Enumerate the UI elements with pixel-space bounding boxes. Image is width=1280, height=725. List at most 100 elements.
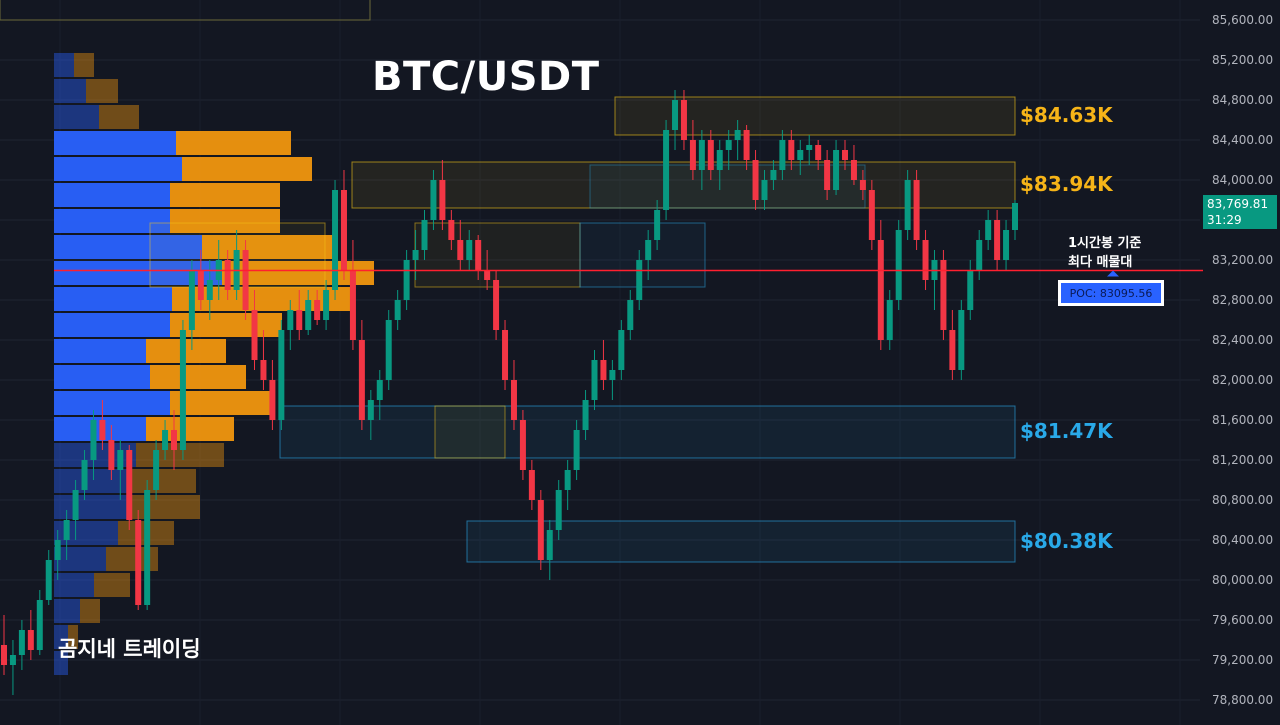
candle-body (385, 320, 392, 380)
volume-profile-buy-bar (54, 365, 150, 389)
volume-profile-sell-bar (182, 157, 312, 181)
volume-profile-sell-bar (128, 495, 200, 519)
candle-body (224, 260, 231, 290)
candle-body (672, 100, 679, 130)
candle-body (188, 270, 195, 330)
level-label-80-38k: $80.38K (1020, 528, 1113, 553)
zone-box (579, 222, 706, 288)
candle-body (564, 470, 571, 490)
candle-body (126, 450, 133, 520)
candle-body (242, 250, 249, 310)
candle-body (958, 310, 965, 370)
poc-marker (1107, 270, 1119, 277)
candle-body (1003, 230, 1010, 260)
candle-body (761, 180, 768, 200)
candle-body (663, 130, 670, 210)
candle-body (305, 300, 312, 330)
candle-body (528, 470, 535, 500)
zone-box (434, 405, 506, 459)
volume-profile-buy-bar (54, 391, 170, 415)
candle-body (484, 270, 491, 280)
volume-profile-buy-bar (54, 79, 86, 103)
watermark: 곰지네 트레이딩 (58, 637, 201, 661)
volume-profile-buy-bar (54, 53, 74, 77)
candle-countdown: 31:29 (1207, 213, 1242, 227)
volume-profile-buy-bar (54, 105, 99, 129)
candle-body (340, 190, 347, 270)
candle-body (519, 420, 526, 470)
candle-body (645, 240, 652, 260)
volume-profile-sell-bar (99, 105, 139, 129)
candle-body (63, 520, 70, 540)
candle-body (367, 400, 374, 420)
candle-body (18, 630, 25, 655)
volume-profile-sell-bar (80, 599, 100, 623)
candle-body (90, 420, 97, 460)
candle-body (358, 340, 365, 420)
candle-body (287, 310, 294, 330)
poc-note-line1: 1시간봉 기준 (1068, 236, 1142, 251)
volume-profile-buy-bar (54, 209, 170, 233)
level-zone (351, 161, 1016, 209)
candle-body (680, 100, 687, 140)
candle-body (707, 140, 714, 170)
volume-profile-sell-bar (150, 365, 246, 389)
y-tick-label: 80,400.00 (1212, 533, 1273, 547)
candle-body (868, 190, 875, 240)
poc-label-box: POC: 83095.56 (1058, 280, 1164, 306)
y-tick-label: 82,000.00 (1212, 373, 1273, 387)
poc-note: 1시간봉 기준 최다 매물대 (1068, 234, 1141, 272)
candle-body (36, 600, 43, 650)
price-axis[interactable]: 78,800.00 79,200.00 79,600.00 80,000.00 80,4… (1212, 13, 1273, 707)
level-label-81-47k: $81.47K (1020, 419, 1113, 443)
candle-body (1012, 203, 1018, 230)
candle-body (493, 280, 500, 330)
y-tick-label: 79,200.00 (1212, 653, 1273, 667)
candle-body (144, 490, 151, 605)
candle-body (913, 180, 920, 240)
candle-body (466, 240, 473, 260)
poc-note-line2: 최다 매물대 (1068, 255, 1133, 270)
candle-body (698, 140, 705, 170)
candle-body (994, 220, 1001, 260)
y-tick-label: 85,600.00 (1212, 13, 1273, 27)
volume-profile-sell-bar (170, 391, 274, 415)
volume-profile-sell-bar (146, 417, 234, 441)
candle-body (206, 280, 213, 300)
y-tick-label: 81,200.00 (1212, 453, 1273, 467)
y-tick-label: 83,200.00 (1212, 253, 1273, 267)
candle-body (636, 260, 643, 300)
y-tick-label: 80,800.00 (1212, 493, 1273, 507)
volume-profile-sell-bar (170, 209, 280, 233)
volume-profile-buy-bar (54, 547, 106, 571)
current-price: 83,769.81 (1207, 197, 1269, 211)
volume-profile-buy-bar (54, 625, 68, 649)
volume-profile-buy-bar (54, 183, 170, 207)
y-tick-label: 80,000.00 (1212, 573, 1273, 587)
candle-body (779, 140, 786, 170)
candle-body (609, 370, 616, 380)
candle-body (806, 145, 813, 150)
volume-profile-buy-bar (54, 599, 80, 623)
y-tick-label: 79,600.00 (1212, 613, 1273, 627)
poc-label: POC: 83095.56 (1061, 283, 1161, 303)
candle-body (278, 330, 285, 420)
candle-body (815, 145, 822, 160)
poc-line-group (54, 269, 1203, 277)
y-tick-label: 82,800.00 (1212, 293, 1273, 307)
candle-body (332, 190, 339, 290)
volume-profile (54, 53, 374, 675)
candle-body (412, 250, 419, 260)
volume-profile-sell-bar (130, 469, 196, 493)
candle-body (439, 180, 446, 220)
candle-body (985, 220, 992, 240)
candle-body (457, 240, 464, 260)
chart-title: BTC/USDT (372, 54, 600, 100)
candle-body (153, 450, 160, 490)
level-label-83-94k: $83.94K (1020, 172, 1113, 196)
volume-profile-buy-bar (54, 495, 128, 519)
y-tick-label: 84,800.00 (1212, 93, 1273, 107)
candle-body (967, 270, 974, 310)
candle-body (824, 160, 831, 190)
